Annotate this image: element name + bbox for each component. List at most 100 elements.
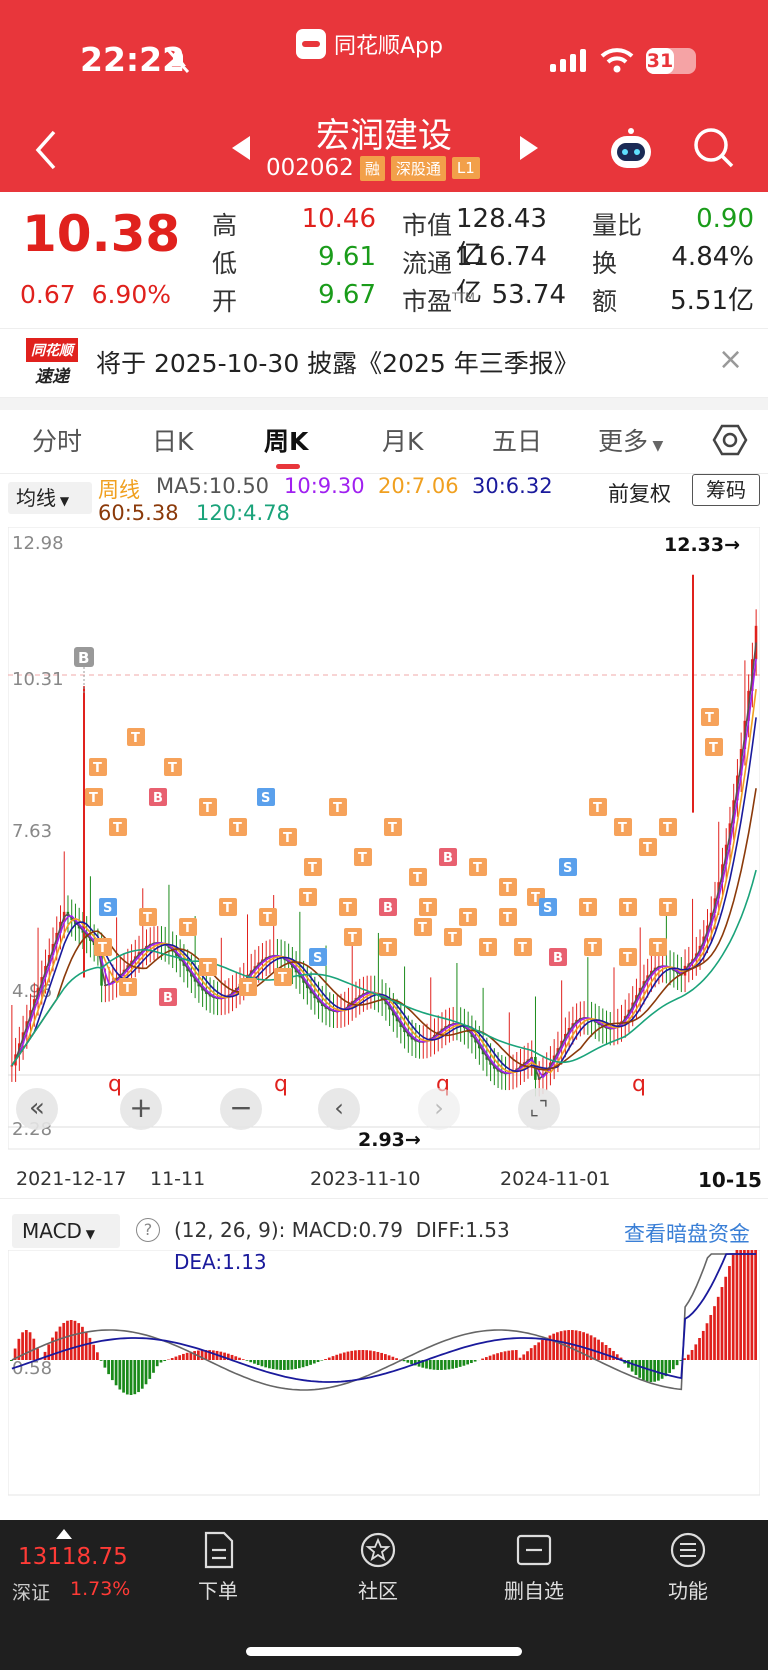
trade-marker [514,938,532,956]
date-label: 2023-11-10 [310,1168,421,1190]
order-button[interactable]: 下单 [168,1530,268,1604]
change-amount: 0.67 [20,280,76,309]
trade-marker [584,938,602,956]
trade-marker-label: T [303,891,312,906]
notice-text[interactable]: 将于 2025-10-30 披露《2025 年三季报》 [96,349,579,378]
macd-bar [301,1360,305,1368]
trade-marker [354,848,372,866]
trade-marker-label: T [203,961,212,976]
trade-marker-label: T [663,821,672,836]
notice-bar[interactable] [0,328,768,398]
ma-line [11,869,757,1066]
tab-weekly-k[interactable]: 周K [264,427,309,456]
pe-sup: TTM [452,290,475,304]
trade-marker-label: T [593,801,602,816]
trade-marker [274,968,292,986]
macd-bar [754,1250,757,1360]
macd-bar [331,1356,335,1360]
y-label: 10.31 [12,669,64,690]
zoom-out-far-button[interactable]: « [16,1088,58,1130]
macd-bar [114,1360,118,1386]
max-price-label: 12.33→ [664,534,740,556]
macd-chart[interactable]: 0.58 [8,1250,760,1500]
index-value[interactable]: 13118.75 [18,1544,128,1570]
trade-marker-label: T [233,821,242,836]
scroll-right-button[interactable]: › [418,1088,460,1130]
functions-button[interactable]: 功能 [638,1530,738,1604]
tab-daily-k[interactable]: 日K [152,427,194,456]
remove-watchlist-button[interactable]: 删自选 [484,1530,584,1604]
diff-value: DIFF:1.53 [415,1218,510,1242]
kline-chart[interactable]: 12.98 10.31 7.63 4.96 2.28 12.33→ 2.93→ … [8,527,760,1155]
macd-bar [297,1360,301,1369]
zoom-in-button[interactable]: + [120,1088,162,1130]
macd-lines [11,1253,757,1391]
tab-intraday[interactable]: 分时 [32,427,83,456]
tab-five-day[interactable]: 五日 [492,427,543,456]
dark-pool-link[interactable]: 查看暗盘资金 [624,1222,750,1246]
trade-marker [409,868,427,886]
settings-icon[interactable] [712,422,748,458]
stock-code-row: 002062 融 深股通 L1 [266,155,480,181]
macd-bar [84,1331,88,1360]
macd-bar [223,1352,226,1360]
macd-bar [645,1360,649,1382]
indicator-selector[interactable]: 均线 ▼ [8,482,92,514]
macd-bar [548,1335,552,1360]
home-indicator[interactable] [246,1647,522,1656]
trade-marker [89,758,107,776]
back-icon[interactable] [30,128,60,172]
macd-bar [241,1359,245,1360]
help-icon[interactable]: ? [136,1218,160,1242]
macd-bar [324,1359,327,1360]
indicator-selector-label: 均线 [16,486,56,510]
macd-bar [211,1350,215,1360]
macd-bar [350,1350,354,1360]
stock-name: 宏润建设 [316,116,452,156]
macd-bar [522,1354,526,1360]
up-arrow-icon [56,1529,72,1539]
macd-bar [484,1357,488,1360]
trade-marker-label: T [168,761,177,776]
macd-bar [488,1355,492,1360]
macd-bar [443,1360,447,1370]
tag-connect: 深股通 [390,155,446,181]
macd-bar [724,1276,728,1360]
macd-bar [137,1360,140,1393]
fullscreen-button[interactable]: ⌞⌝ [518,1088,560,1130]
macd-bar [686,1354,690,1360]
macd-bar [440,1360,443,1370]
dea-value: DEA:1.13 [174,1250,267,1274]
chips-button[interactable]: 筹码 [692,474,760,506]
prev-stock-icon[interactable] [230,134,252,162]
macd-selector-label: MACD [22,1219,82,1243]
macd-bar [312,1360,316,1364]
community-button[interactable]: 社区 [328,1530,428,1604]
tab-more[interactable]: 更多 ▼ [598,422,663,458]
zoom-out-button[interactable]: − [220,1088,262,1130]
macd-bar [268,1360,271,1369]
close-notice-button[interactable]: × [718,342,744,377]
scroll-left-button[interactable]: ‹ [318,1088,360,1130]
robot-assistant-icon[interactable] [606,124,656,174]
adjust-option[interactable]: 前复权 [608,482,671,506]
macd-bar [627,1360,630,1368]
ma-line [11,717,757,1073]
trade-marker [94,938,112,956]
trade-marker-label: T [283,831,292,846]
macd-bar [589,1335,593,1360]
macd-bar [731,1254,735,1360]
trade-marker [614,818,632,836]
app-indicator: 同花顺App [296,28,443,60]
next-stock-icon[interactable] [518,134,540,162]
macd-bar [556,1332,559,1360]
macd-bar [245,1360,249,1361]
macd-bar [125,1360,129,1395]
trade-marker [229,818,247,836]
macd-bar [21,1332,24,1360]
tab-monthly-k[interactable]: 月K [382,427,424,456]
search-icon[interactable] [692,126,736,170]
trade-marker-label: T [418,921,427,936]
macd-selector[interactable]: MACD ▼ [12,1214,120,1248]
macd-bar [163,1360,167,1362]
